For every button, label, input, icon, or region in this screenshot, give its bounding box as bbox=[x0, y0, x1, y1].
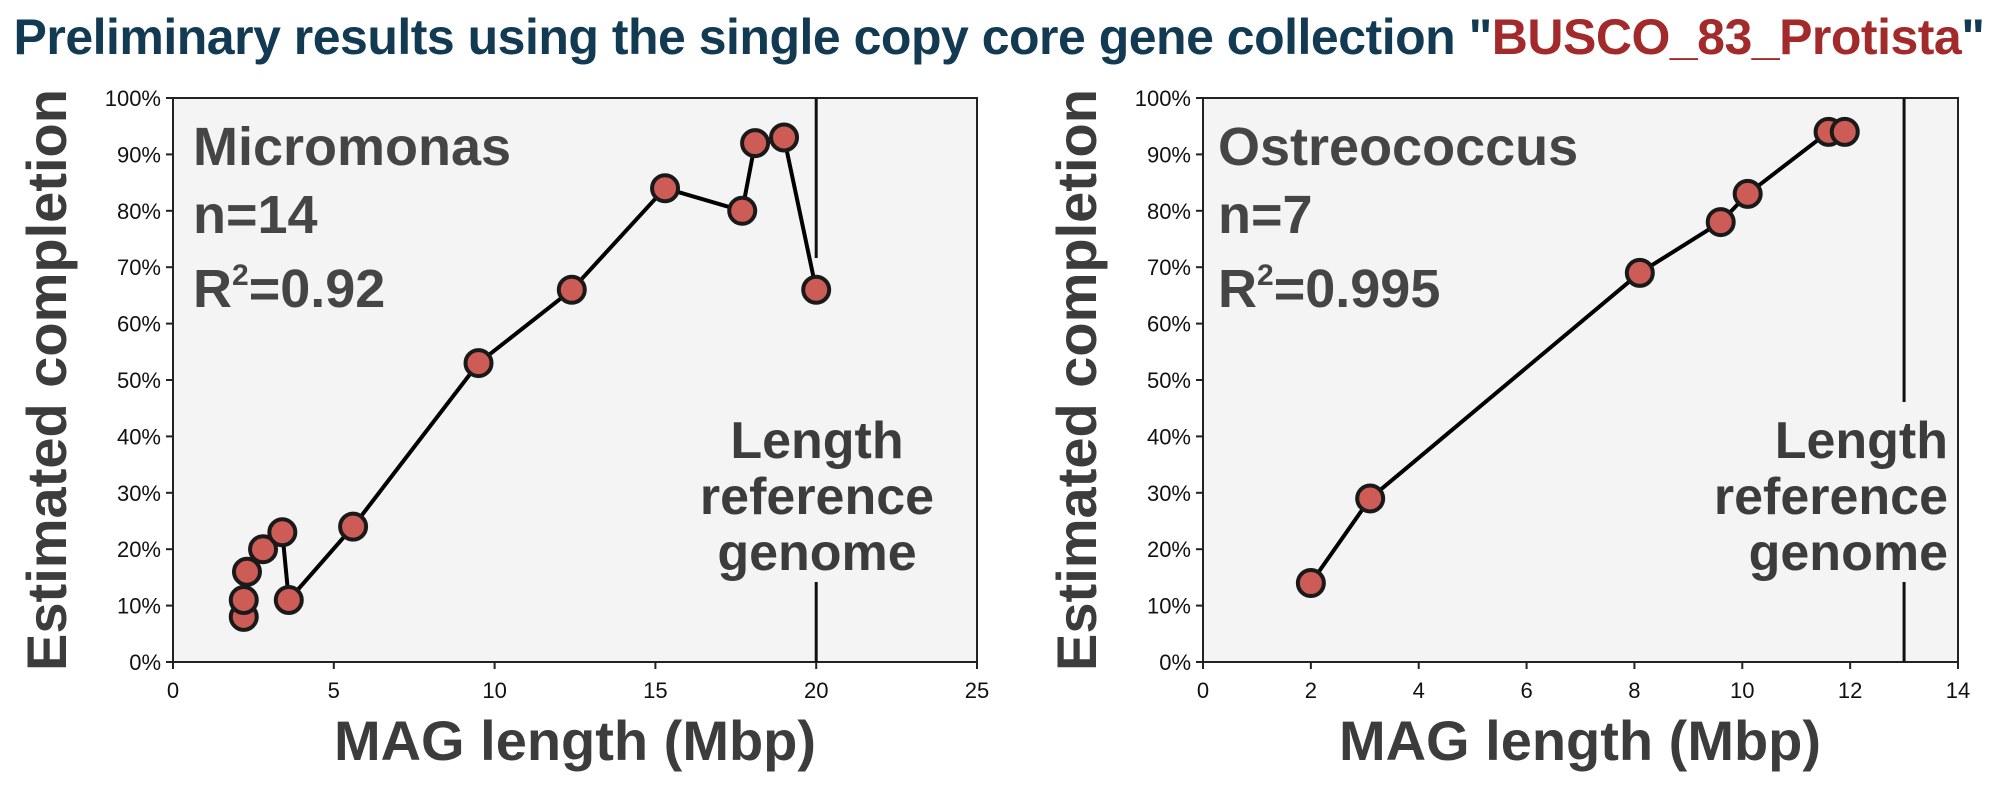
y-tick-label: 100% bbox=[105, 86, 161, 111]
y-tick-label: 90% bbox=[1147, 142, 1191, 167]
data-point bbox=[1705, 207, 1736, 238]
reference-label: genome bbox=[717, 524, 916, 582]
data-point bbox=[267, 517, 298, 548]
data-point bbox=[740, 128, 771, 159]
y-tick-label: 80% bbox=[117, 199, 161, 224]
chart-panel-1: 0% 10% 20% 30% 40% 50% 60% 70% 80% 90% 100% 0 5 10 15 2… bbox=[15, 86, 989, 772]
data-point bbox=[338, 511, 369, 542]
data-point bbox=[727, 195, 758, 226]
y-tick-label: 10% bbox=[1147, 594, 1191, 619]
x-tick-label: 25 bbox=[965, 678, 989, 703]
data-point bbox=[273, 584, 304, 615]
x-tick-label: 6 bbox=[1520, 678, 1532, 703]
data-point bbox=[463, 348, 494, 379]
x-axis-title: MAG length (Mbp) bbox=[1339, 709, 1821, 772]
x-tick-label: 0 bbox=[1197, 678, 1209, 703]
title-suffix: " bbox=[1961, 9, 1985, 65]
panel-organism-label: Ostreococcus bbox=[1218, 117, 1578, 177]
x-tick-label: 14 bbox=[1946, 678, 1970, 703]
y-tick-label: 30% bbox=[117, 481, 161, 506]
y-tick-label: 10% bbox=[117, 594, 161, 619]
y-axis-title: Estimated completion bbox=[15, 89, 78, 671]
data-point bbox=[1295, 568, 1326, 599]
x-tick-label: 0 bbox=[167, 678, 179, 703]
y-tick-label: 70% bbox=[1147, 255, 1191, 280]
title-prefix: Preliminary results using the single cop… bbox=[13, 9, 1493, 65]
y-axis-title: Estimated completion bbox=[1045, 89, 1108, 671]
reference-label: Length bbox=[730, 412, 903, 470]
y-tick-label: 20% bbox=[1147, 537, 1191, 562]
x-tick-label: 5 bbox=[328, 678, 340, 703]
y-tick-label: 40% bbox=[1147, 424, 1191, 449]
page-title: Preliminary results using the single cop… bbox=[0, 8, 1998, 66]
data-point bbox=[228, 584, 259, 615]
panel-r2-label: R2=0.995 bbox=[1218, 259, 1440, 319]
chart-panel-2: 0% 10% 20% 30% 40% 50% 60% 70% 80% 90% 100% 0 2 4 6 8 10… bbox=[1045, 86, 1970, 772]
plot-area bbox=[1202, 97, 1959, 663]
panel-organism-label: Micromonas bbox=[193, 117, 511, 177]
x-tick-label: 4 bbox=[1413, 678, 1425, 703]
x-tick-label: 2 bbox=[1305, 678, 1317, 703]
data-point bbox=[1624, 257, 1655, 288]
x-tick-label: 12 bbox=[1838, 678, 1862, 703]
data-point bbox=[1829, 116, 1860, 147]
x-axis-title: MAG length (Mbp) bbox=[334, 709, 816, 772]
y-tick-label: 90% bbox=[117, 142, 161, 167]
panel-n-label: n=14 bbox=[193, 185, 318, 245]
x-tick-label: 8 bbox=[1628, 678, 1640, 703]
y-tick-label: 60% bbox=[117, 312, 161, 337]
y-tick-label: 0% bbox=[1159, 650, 1191, 675]
panel-r2-label: R2=0.92 bbox=[193, 259, 385, 319]
y-tick-label: 50% bbox=[1147, 368, 1191, 393]
data-point bbox=[650, 173, 681, 204]
y-tick-label: 20% bbox=[117, 537, 161, 562]
y-tick-label: 40% bbox=[117, 424, 161, 449]
y-tick-label: 80% bbox=[1147, 199, 1191, 224]
data-point bbox=[769, 122, 800, 153]
y-tick-label: 100% bbox=[1135, 86, 1191, 111]
panel-n-label: n=7 bbox=[1218, 185, 1313, 245]
y-tick-label: 0% bbox=[129, 650, 161, 675]
reference-label: reference bbox=[700, 468, 934, 526]
y-tick-label: 30% bbox=[1147, 481, 1191, 506]
x-tick-label: 10 bbox=[1730, 678, 1754, 703]
y-tick-label: 60% bbox=[1147, 312, 1191, 337]
data-point bbox=[231, 556, 262, 587]
reference-label: genome bbox=[1749, 524, 1948, 582]
y-tick-label: 70% bbox=[117, 255, 161, 280]
data-point bbox=[1732, 178, 1763, 209]
data-point bbox=[1355, 483, 1386, 514]
x-tick-label: 15 bbox=[643, 678, 667, 703]
title-highlight: BUSCO_83_Protista bbox=[1491, 9, 1962, 65]
reference-label: reference bbox=[1714, 468, 1948, 526]
plot-area bbox=[172, 97, 978, 663]
data-point bbox=[801, 274, 832, 305]
data-point bbox=[556, 274, 587, 305]
data-point bbox=[248, 534, 279, 565]
x-tick-label: 20 bbox=[804, 678, 828, 703]
y-tick-label: 50% bbox=[117, 368, 161, 393]
x-tick-label: 10 bbox=[482, 678, 506, 703]
reference-label: Length bbox=[1775, 412, 1948, 470]
